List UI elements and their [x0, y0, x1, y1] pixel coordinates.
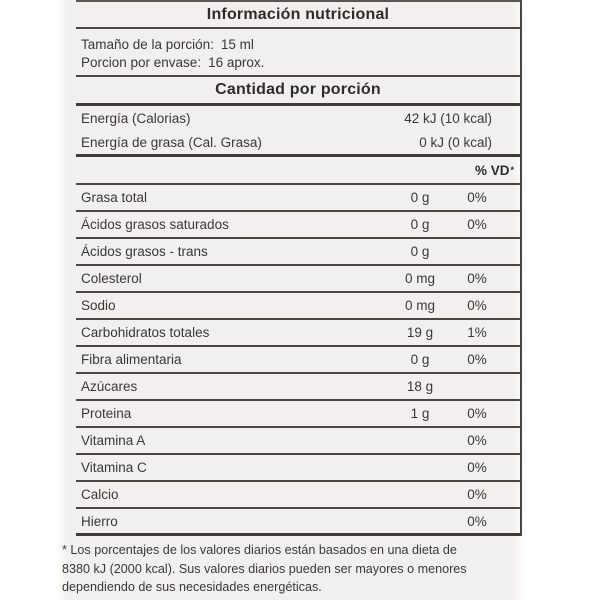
nutrient-name: Vitamina A	[81, 433, 146, 448]
label-background	[56, 0, 526, 600]
section-header: Cantidad por porción	[76, 77, 520, 106]
nutrient-daily-value: 0%	[467, 217, 487, 232]
servings-per-container-line: Porcion por envase: 16 aprox.	[81, 54, 520, 72]
servings-per-container-label: Porcion por envase:	[81, 55, 202, 70]
energy-name: Energía de grasa (Cal. Grasa)	[81, 134, 262, 150]
label-title: Información nutricional	[76, 2, 520, 29]
nutrient-row: Fibra alimentaria 0 g 0%	[76, 347, 520, 374]
nutrient-daily-value: 0%	[467, 406, 487, 421]
nutrient-row: Vitamina A 0%	[76, 428, 520, 455]
nutrient-name: Sodio	[81, 298, 116, 313]
nutrition-facts-table: Información nutricional Tamaño de la por…	[76, 0, 522, 536]
nutrient-row: Hierro 0%	[76, 509, 520, 536]
nutrient-daily-value: 0%	[467, 298, 487, 313]
nutrient-name: Fibra alimentaria	[81, 352, 182, 367]
daily-value-footnote: * Los porcentajes de los valores diarios…	[62, 541, 548, 597]
nutrient-daily-value: 0%	[467, 190, 487, 205]
footnote-line: * Los porcentajes de los valores diarios…	[62, 543, 457, 557]
nutrient-daily-value: 1%	[467, 325, 487, 340]
serving-size-label: Tamaño de la porción:	[81, 37, 214, 52]
nutrient-amount: 1 g	[410, 406, 430, 421]
nutrient-name: Vitamina C	[81, 460, 147, 475]
nutrient-row: Carbohidratos totales 19 g 1%	[76, 320, 520, 347]
servings-per-container-value: 16 aprox.	[208, 55, 265, 70]
nutrient-amount: 0 g	[410, 217, 430, 232]
nutrient-name: Colesterol	[81, 271, 142, 286]
nutrient-row: Calcio 0%	[76, 482, 520, 509]
nutrient-amount: 19 g	[406, 325, 434, 340]
energy-name: Energía (Calorias)	[81, 110, 191, 126]
nutrient-name: Calcio	[81, 487, 119, 502]
nutrient-amount: 0 g	[410, 244, 430, 259]
daily-value-header: % VD	[474, 162, 510, 178]
footnote-line: 8380 kJ (2000 kcal). Sus valores diarios…	[62, 561, 467, 576]
nutrient-daily-value: 0%	[467, 271, 487, 286]
footnote-line: dependiendo de sus necesidades energétic…	[62, 580, 322, 594]
daily-value-header-row: % VD *	[76, 157, 520, 185]
serving-info: Tamaño de la porción: 15 ml Porcion por e…	[76, 29, 520, 77]
nutrient-name: Grasa total	[81, 190, 148, 205]
nutrient-name: Ácidos grasos - trans	[81, 244, 208, 259]
nutrient-name: Hierro	[81, 513, 118, 529]
nutrient-row: Grasa total 0 g 0%	[76, 185, 520, 212]
nutrient-row: Azúcares 18 g	[76, 374, 520, 401]
nutrient-row: Ácidos grasos saturados 0 g 0%	[76, 212, 520, 239]
nutrient-amount: 0 g	[410, 190, 430, 205]
nutrient-name: Ácidos grasos saturados	[81, 217, 229, 232]
nutrient-row: Ácidos grasos - trans 0 g	[76, 239, 520, 266]
nutrient-name: Carbohidratos totales	[81, 325, 210, 340]
nutrient-daily-value: 0%	[467, 352, 487, 367]
nutrient-amount: 0 g	[410, 352, 430, 367]
nutrient-amount: 18 g	[406, 379, 434, 394]
nutrient-daily-value: 0%	[467, 487, 487, 502]
nutrient-row: Vitamina C 0%	[76, 455, 520, 482]
nutrient-row: Colesterol 0 mg 0%	[76, 266, 520, 293]
energy-row: Energía (Calorias) 42 kJ (10 kcal)	[76, 106, 520, 130]
nutrient-amount: 0 mg	[404, 298, 435, 313]
nutrient-name: Proteina	[81, 406, 132, 421]
daily-value-footnote-marker: *	[510, 165, 514, 175]
energy-value: 42 kJ (10 kcal)	[404, 110, 492, 126]
nutrient-daily-value: 0%	[467, 460, 487, 475]
nutrient-row: Sodio 0 mg 0%	[76, 293, 520, 320]
nutrient-amount: 0 mg	[404, 271, 435, 286]
nutrient-daily-value: 0%	[467, 513, 487, 529]
energy-value: 0 kJ (0 kcal)	[419, 134, 492, 150]
nutrient-daily-value: 0%	[467, 433, 487, 448]
serving-size-line: Tamaño de la porción: 15 ml	[81, 36, 520, 54]
nutrient-row: Proteina 1 g 0%	[76, 401, 520, 428]
energy-row: Energía de grasa (Cal. Grasa) 0 kJ (0 kc…	[76, 130, 520, 157]
nutrient-name: Azúcares	[81, 379, 138, 394]
serving-size-value: 15 ml	[220, 37, 254, 52]
